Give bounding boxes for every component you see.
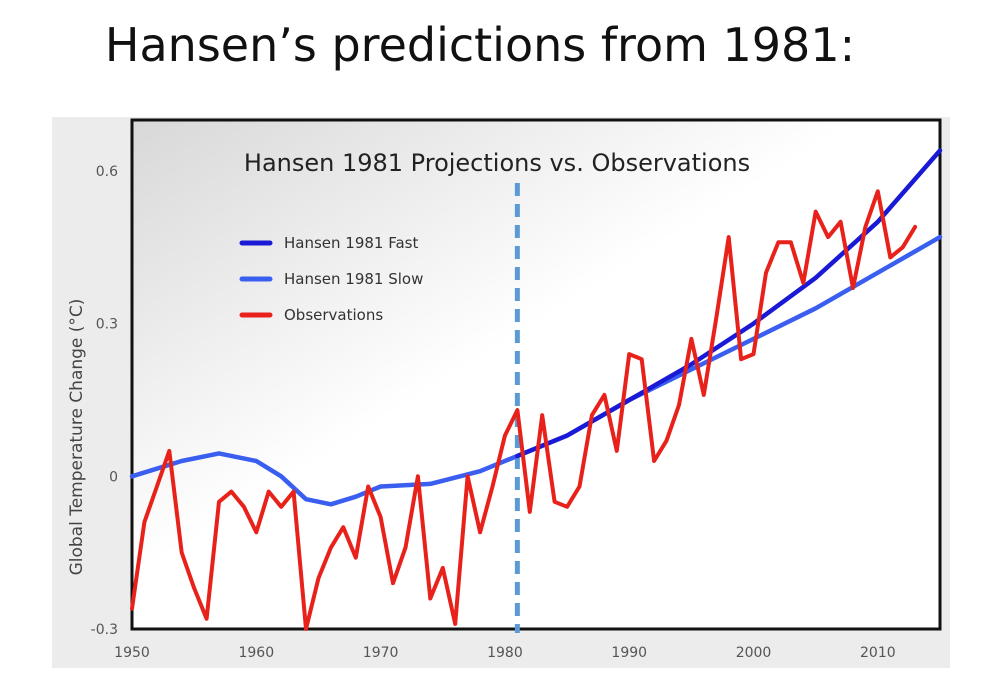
series-line-hansen-1981-slow	[129, 234, 943, 507]
legend-label: Hansen 1981 Fast	[284, 234, 418, 252]
x-tick-label: 2000	[736, 645, 772, 661]
chart-svg: 1950 1960 1970 1980 1990 2000 2010 -0.3 0 0.3 0.6…	[67, 118, 943, 661]
y-axis-title: Global Temperature Change (°C)	[67, 299, 87, 576]
x-tick-label: 1970	[363, 645, 399, 661]
series-line-hansen-1981-fast	[515, 148, 943, 459]
chart-title: Hansen 1981 Projections vs. Observations	[244, 149, 750, 177]
y-tick-label: 0.6	[96, 164, 118, 180]
plot-area	[130, 118, 942, 631]
x-tick-label: 1990	[611, 645, 647, 661]
legend-label: Hansen 1981 Slow	[284, 270, 423, 288]
x-tick-label: 2010	[860, 645, 896, 661]
slide-title: Hansen’s predictions from 1981:	[104, 18, 856, 72]
x-tick-label: 1980	[487, 645, 523, 661]
y-tick-label: 0.3	[96, 317, 118, 333]
series-line-observations	[130, 189, 918, 631]
legend: Hansen 1981 Fast Hansen 1981 Slow Observat…	[239, 234, 423, 324]
y-tick-label: -0.3	[91, 622, 118, 638]
x-tick-label: 1950	[114, 645, 150, 661]
x-tick-label: 1960	[238, 645, 274, 661]
chart-figure: 1950 1960 1970 1980 1990 2000 2010 -0.3 0 0.3 0.6…	[52, 117, 950, 668]
legend-label: Observations	[284, 306, 383, 324]
y-tick-label: 0	[109, 469, 118, 485]
